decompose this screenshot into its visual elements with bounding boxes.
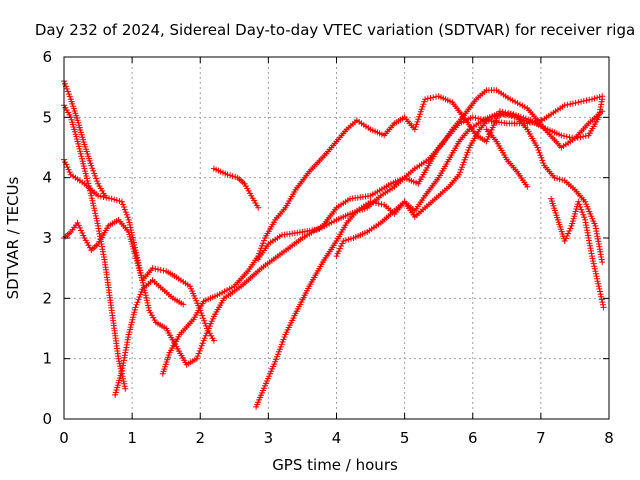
series-arc-6	[159, 93, 606, 377]
x-tick-label: 0	[59, 429, 69, 447]
series-arc-10	[210, 165, 262, 211]
y-tick-label: 4	[42, 169, 52, 187]
x-tick-label: 7	[536, 429, 546, 447]
x-tick-label: 4	[332, 429, 342, 447]
x-tick-label: 6	[468, 429, 478, 447]
series-markers	[483, 126, 531, 190]
y-tick-label: 0	[42, 410, 52, 428]
series-markers	[210, 165, 262, 211]
series-layer	[61, 78, 607, 410]
series-markers	[548, 195, 607, 311]
series-arc-9	[333, 111, 606, 266]
series-markers	[112, 277, 187, 398]
series-arc-1	[61, 78, 108, 199]
series-arc-4	[61, 216, 217, 344]
series-line	[162, 95, 603, 374]
y-tick-label: 1	[42, 350, 52, 368]
series-arc-7	[255, 87, 606, 263]
x-tick-label: 1	[127, 429, 137, 447]
series-arc-12	[548, 195, 607, 311]
series-markers	[333, 111, 606, 266]
series-markers	[61, 78, 108, 199]
series-markers	[61, 216, 217, 344]
y-tick-label: 3	[42, 229, 52, 247]
x-tick-label: 2	[195, 429, 205, 447]
series-line	[255, 95, 603, 408]
x-tick-label: 3	[264, 429, 274, 447]
axis-ticks: 0 1 2 3 4 5 6 7 8 0 1 2 3 4 5 6	[42, 48, 613, 447]
y-tick-label: 2	[42, 289, 52, 307]
series-markers	[61, 114, 544, 368]
series-arc-2	[61, 102, 129, 392]
x-tick-label: 5	[400, 429, 410, 447]
series-arc-3	[61, 114, 544, 368]
y-tick-label: 6	[42, 48, 52, 66]
series-markers	[159, 93, 606, 377]
x-axis-label: GPS time / hours	[272, 456, 398, 474]
y-tick-label: 5	[42, 108, 52, 126]
x-tick-label: 8	[604, 429, 614, 447]
series-markers	[255, 87, 606, 263]
series-arc-5	[112, 277, 187, 398]
series-arc-11	[483, 126, 531, 190]
chart-title: Day 232 of 2024, Sidereal Day-to-day VTE…	[35, 21, 635, 39]
y-axis-label: SDTVAR / TECUs	[4, 176, 22, 299]
